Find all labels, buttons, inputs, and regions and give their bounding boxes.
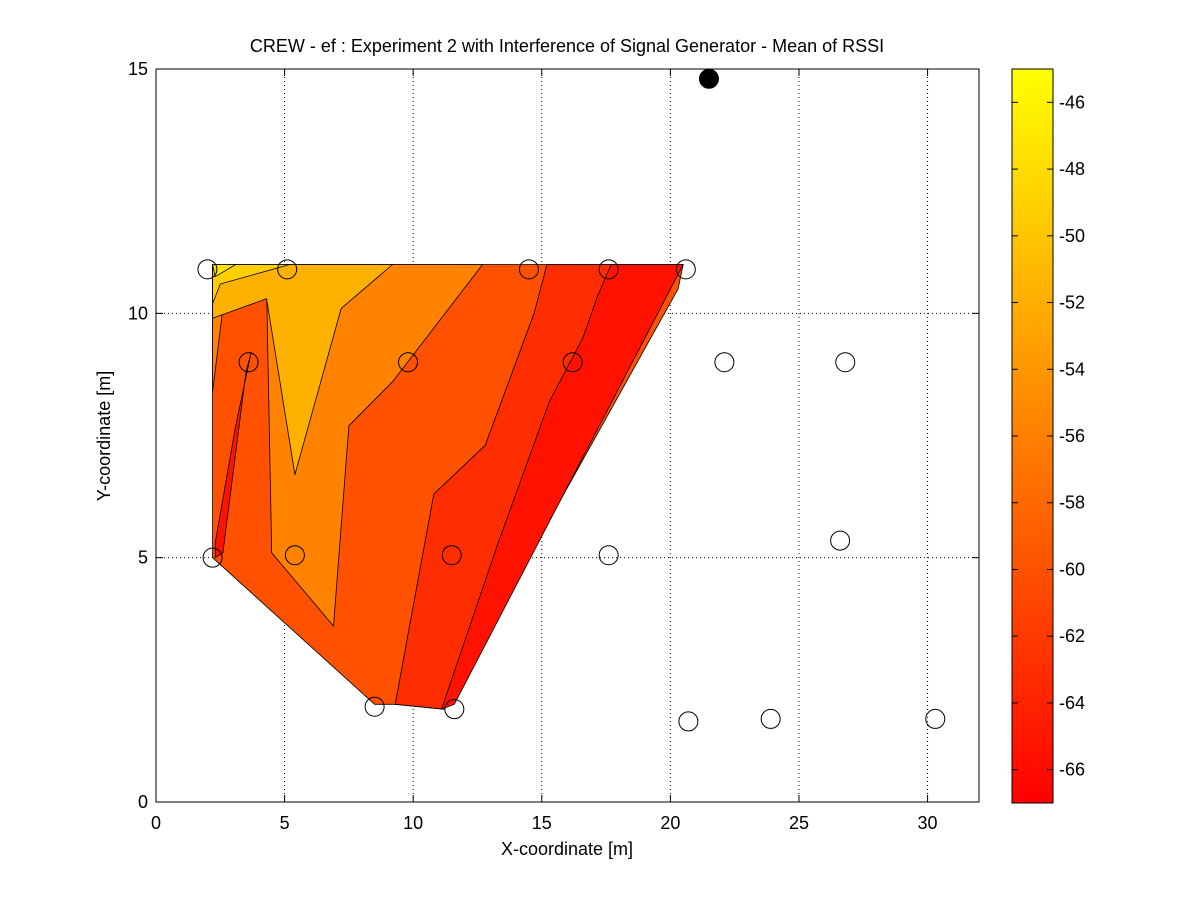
sensor-node-marker	[760, 708, 781, 729]
sensor-node-marker	[675, 259, 696, 280]
chart-title: CREW - ef : Experiment 2 with Interferen…	[250, 36, 884, 56]
colorbar-tick-label: -50	[1059, 226, 1085, 246]
x-tick-label: 10	[403, 813, 423, 833]
interferer-marker	[698, 68, 719, 89]
x-tick-label: 15	[532, 813, 552, 833]
x-tick-label: 20	[660, 813, 680, 833]
sensor-node-marker	[518, 259, 539, 280]
x-tick-label: 30	[918, 813, 938, 833]
sensor-node-marker	[714, 352, 735, 373]
sensor-node-marker	[197, 259, 218, 280]
colorbar-tick-label: -54	[1059, 359, 1085, 379]
sensor-node-marker	[925, 708, 946, 729]
sensor-node-marker	[598, 259, 619, 280]
sensor-node-marker	[238, 352, 259, 373]
sensor-nodes	[197, 259, 946, 732]
colorbar-tick-label: -58	[1059, 493, 1085, 513]
sensor-node-marker	[598, 545, 619, 566]
x-tick-label: 5	[280, 813, 290, 833]
contour-region	[212, 264, 291, 305]
sensor-node-marker	[277, 259, 298, 280]
x-tick-label: 25	[789, 813, 809, 833]
y-axis-ticks: 0 5 10 15	[128, 59, 979, 812]
y-tick-label: 15	[128, 59, 148, 79]
colorbar-tick-label: -64	[1059, 693, 1085, 713]
x-tick-label: 0	[151, 813, 161, 833]
y-tick-label: 0	[138, 792, 148, 812]
sensor-node-marker	[202, 547, 223, 568]
interferer-marker-group	[698, 68, 719, 89]
contour-regions	[212, 264, 684, 710]
colorbar-ticks: -46 -48 -50 -52 -54 -56 -58 -60 -62 -64 -66	[1012, 92, 1085, 780]
colorbar-tick-label: -52	[1059, 293, 1085, 313]
colorbar-tick-label: -66	[1059, 760, 1085, 780]
y-tick-label: 5	[138, 548, 148, 568]
sensor-node-marker	[444, 699, 465, 720]
sensor-node-marker	[835, 352, 856, 373]
colorbar-tick-label: -62	[1059, 626, 1085, 646]
sensor-node-marker	[398, 352, 419, 373]
colorbar	[1011, 68, 1054, 804]
sensor-node-marker	[830, 530, 851, 551]
colorbar-tick-label: -60	[1059, 559, 1085, 579]
plot-frame	[155, 68, 980, 803]
contour-region	[214, 351, 252, 559]
y-tick-label: 10	[128, 303, 148, 323]
sensor-node-marker	[441, 545, 462, 566]
x-axis-label: X-coordinate [m]	[501, 839, 633, 859]
contour-region	[212, 264, 237, 278]
colorbar-tick-label: -56	[1059, 426, 1085, 446]
y-axis-label: Y-coordinate [m]	[94, 371, 114, 501]
sensor-node-marker	[364, 696, 385, 717]
sensor-node-marker	[284, 545, 305, 566]
colorbar-tick-label: -48	[1059, 159, 1085, 179]
x-axis-ticks: 0 5 10 15 20 25 30	[151, 69, 938, 833]
colorbar-tick-label: -46	[1059, 92, 1085, 112]
contour-region	[212, 264, 394, 476]
sensor-node-marker	[562, 352, 583, 373]
contour-region	[441, 264, 684, 710]
sensor-node-marker	[678, 711, 699, 732]
